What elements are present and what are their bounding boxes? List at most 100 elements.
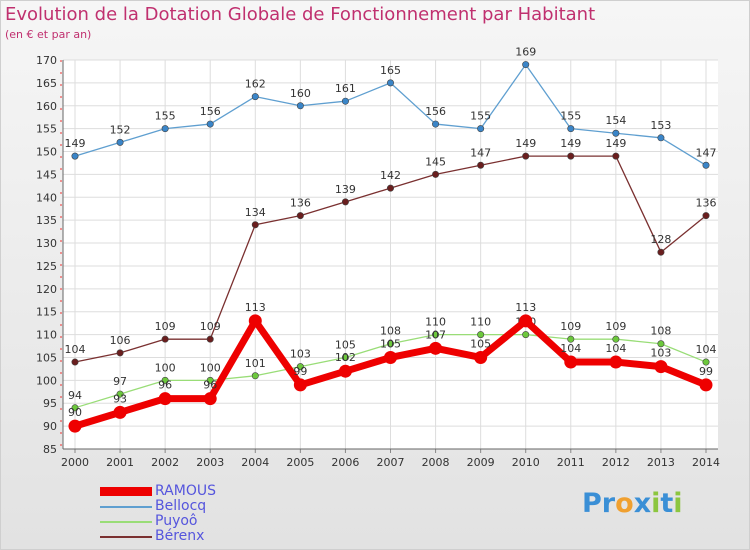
data-label-puyo-: 109 — [560, 320, 581, 333]
data-point-ramous — [113, 405, 127, 419]
data-label-puyo-: 110 — [470, 316, 491, 329]
data-label-ramous: 96 — [158, 379, 172, 392]
chart-title: Evolution de la Dotation Globale de Fonc… — [5, 4, 596, 25]
data-point-b-renx — [477, 161, 485, 169]
data-point-puyo- — [296, 363, 304, 371]
data-label-ramous: 99 — [293, 365, 307, 378]
data-label-puyo-: 108 — [380, 325, 401, 338]
x-tick-label: 2004 — [241, 456, 269, 469]
data-label-b-renx: 134 — [245, 206, 266, 219]
data-point-b-renx — [116, 349, 124, 357]
data-label-b-renx: 109 — [155, 320, 176, 333]
data-point-puyo- — [567, 335, 575, 343]
data-label-ramous: 113 — [515, 301, 536, 314]
data-label-b-renx: 145 — [425, 155, 446, 168]
data-point-puyo- — [161, 376, 169, 384]
x-tick-label: 2008 — [422, 456, 450, 469]
data-label-ramous: 105 — [380, 337, 401, 350]
data-point-b-renx — [251, 221, 259, 229]
data-point-bellocq — [206, 120, 214, 128]
data-point-puyo- — [341, 353, 349, 361]
data-point-ramous — [699, 378, 713, 392]
logo-letter: o — [615, 488, 634, 519]
y-tick-label: 85 — [43, 443, 57, 456]
data-label-ramous: 96 — [203, 379, 217, 392]
legend-item: RAMOUS — [100, 483, 300, 499]
data-label-bellocq: 149 — [65, 137, 86, 150]
data-point-ramous — [564, 355, 578, 369]
y-tick-label: 155 — [36, 123, 57, 136]
legend-label: RAMOUS — [155, 483, 216, 499]
data-point-ramous — [519, 314, 533, 328]
y-tick-label: 140 — [36, 191, 57, 204]
data-label-bellocq: 154 — [605, 114, 626, 127]
y-tick-label: 130 — [36, 237, 57, 250]
data-label-bellocq: 155 — [155, 110, 176, 123]
data-point-puyo- — [702, 358, 710, 366]
data-point-b-renx — [522, 152, 530, 160]
data-label-ramous: 113 — [245, 301, 266, 314]
data-label-ramous: 104 — [605, 342, 626, 355]
y-tick-label: 110 — [36, 329, 57, 342]
data-label-puyo-: 94 — [68, 389, 82, 402]
y-tick-label: 165 — [36, 77, 57, 90]
data-point-bellocq — [251, 93, 259, 101]
logo-letter: i — [651, 488, 661, 519]
data-point-puyo- — [612, 335, 620, 343]
data-point-bellocq — [296, 102, 304, 110]
data-label-bellocq: 155 — [560, 110, 581, 123]
data-point-b-renx — [702, 212, 710, 220]
data-point-bellocq — [71, 152, 79, 160]
data-label-b-renx: 106 — [110, 334, 131, 347]
x-tick-label: 2007 — [377, 456, 405, 469]
y-tick-label: 120 — [36, 283, 57, 296]
data-point-bellocq — [386, 79, 394, 87]
data-point-puyo- — [386, 340, 394, 348]
data-point-b-renx — [657, 248, 665, 256]
data-label-b-renx: 109 — [200, 320, 221, 333]
y-tick-label: 145 — [36, 168, 57, 181]
data-label-ramous: 93 — [113, 392, 127, 405]
data-label-puyo-: 100 — [155, 361, 176, 374]
y-tick-label: 95 — [43, 397, 57, 410]
data-point-b-renx — [341, 198, 349, 206]
data-point-bellocq — [702, 161, 710, 169]
data-label-ramous: 99 — [699, 365, 713, 378]
data-point-bellocq — [612, 129, 620, 137]
data-point-b-renx — [386, 184, 394, 192]
x-tick-label: 2009 — [467, 456, 495, 469]
data-point-ramous — [654, 360, 668, 374]
data-point-bellocq — [522, 61, 530, 69]
data-point-b-renx — [71, 358, 79, 366]
data-point-b-renx — [567, 152, 575, 160]
data-label-b-renx: 128 — [650, 233, 671, 246]
legend-swatch — [100, 487, 152, 496]
data-point-bellocq — [432, 120, 440, 128]
data-point-ramous — [384, 350, 397, 364]
legend-swatch — [100, 536, 152, 538]
data-point-ramous — [474, 350, 488, 364]
data-label-bellocq: 152 — [110, 123, 131, 136]
data-point-b-renx — [296, 212, 304, 220]
data-point-ramous — [429, 341, 443, 355]
data-point-puyo- — [432, 331, 440, 339]
x-tick-label: 2003 — [196, 456, 224, 469]
data-point-bellocq — [657, 134, 665, 142]
data-label-puyo-: 105 — [335, 338, 356, 351]
data-label-bellocq: 156 — [425, 105, 446, 118]
data-label-bellocq: 160 — [290, 87, 311, 100]
legend-swatch — [100, 521, 152, 523]
y-tick-label: 115 — [36, 306, 57, 319]
data-label-ramous: 107 — [425, 328, 446, 341]
legend-swatch — [100, 506, 152, 508]
x-tick-label: 2006 — [331, 456, 359, 469]
data-label-bellocq: 156 — [200, 105, 221, 118]
x-tick-label: 2000 — [61, 456, 89, 469]
y-tick-label: 100 — [36, 374, 57, 387]
y-tick-label: 135 — [36, 214, 57, 227]
data-point-puyo- — [657, 340, 665, 348]
logo-letter: i — [673, 488, 683, 519]
data-point-puyo- — [116, 390, 124, 398]
logo-letter: r — [601, 488, 616, 519]
